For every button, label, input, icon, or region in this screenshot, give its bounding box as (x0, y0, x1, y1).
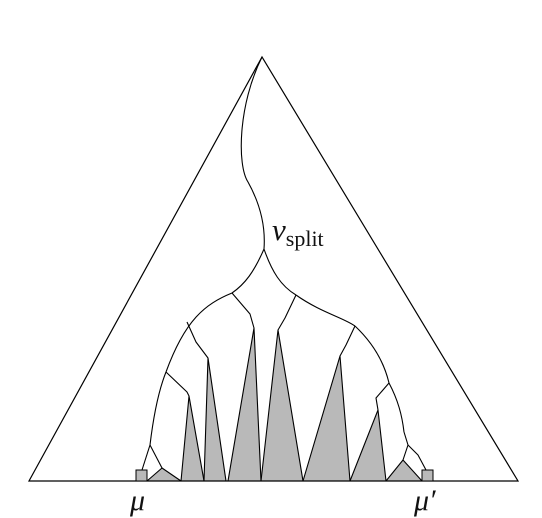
spike (385, 459, 423, 482)
dome-edges (141, 248, 427, 471)
spike (302, 355, 351, 482)
spike (260, 329, 304, 482)
mu-square (135, 469, 148, 482)
split-label: νsplit (272, 212, 324, 251)
outer-triangle (27, 55, 520, 482)
apex-curve (240, 56, 265, 250)
spike (203, 357, 227, 482)
mu-prime-square (421, 469, 434, 482)
mu-label: μ (129, 484, 145, 517)
spike (180, 395, 205, 482)
gray-spikes (146, 327, 423, 482)
spike (227, 327, 262, 482)
spike (349, 409, 387, 482)
mu-prime-label: μ′ (413, 484, 436, 517)
spike (146, 467, 182, 482)
